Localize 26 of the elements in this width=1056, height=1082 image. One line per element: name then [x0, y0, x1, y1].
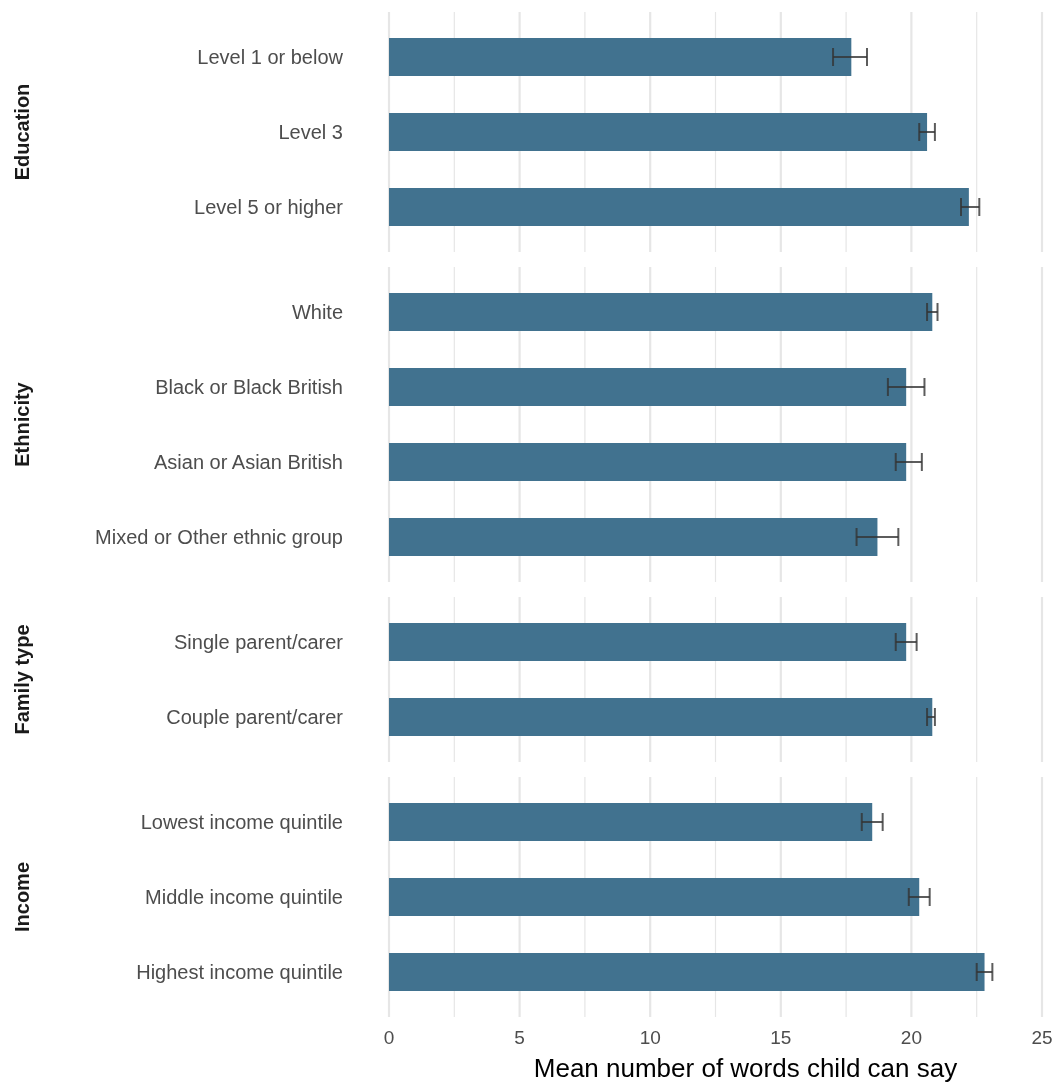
y-tick-label: Level 5 or higher: [194, 196, 344, 218]
bar: [389, 878, 920, 916]
x-tick-label: 10: [639, 1027, 661, 1048]
y-tick-label: Black or Black British: [155, 376, 343, 398]
x-tick-label: 15: [770, 1027, 792, 1048]
y-tick-label: Level 1 or below: [197, 46, 344, 68]
y-tick-label: Middle income quintile: [145, 886, 343, 908]
y-axis-title: Education: [11, 83, 33, 181]
x-tick-label: 25: [1031, 1027, 1053, 1048]
y-tick-label: Lowest income quintile: [140, 811, 343, 833]
y-tick-label: Single parent/carer: [174, 631, 344, 653]
y-tick-label: White: [291, 301, 343, 323]
y-tick-label: Level 3: [278, 121, 343, 143]
y-tick-label: Highest income quintile: [136, 961, 343, 983]
bar: [389, 803, 873, 841]
y-tick-label: Couple parent/carer: [166, 706, 344, 728]
y-tick-label: Mixed or Other ethnic group: [95, 526, 343, 548]
x-axis-title: Mean number of words child can say: [533, 1053, 958, 1082]
x-tick-label: 20: [900, 1027, 922, 1048]
bar: [389, 953, 985, 991]
y-tick-label: Asian or Asian British: [154, 451, 343, 473]
x-tick-label: 0: [383, 1027, 395, 1048]
y-axis-title: Family type: [11, 624, 33, 735]
y-axis-title: Income: [11, 861, 33, 933]
y-axis-title: Ethnicity: [11, 381, 33, 467]
x-tick-label: 5: [514, 1027, 525, 1048]
